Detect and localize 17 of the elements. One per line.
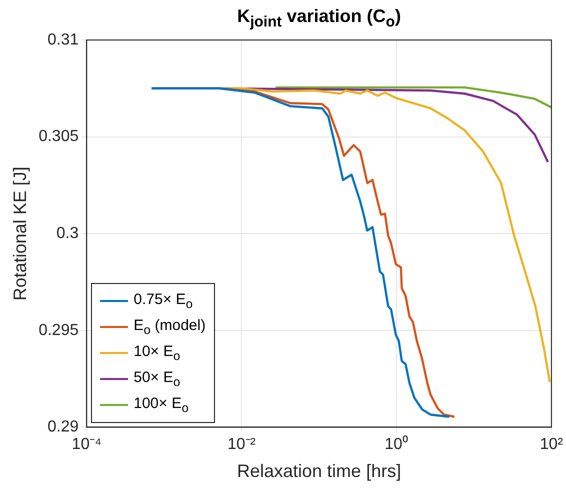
y-tick-label: 0.3	[56, 225, 79, 242]
legend-label: 0.75× E$_{o}$	[134, 291, 193, 312]
legend-label: 50× E$_{o}$	[134, 369, 180, 390]
x-tick-label: 10⁰	[384, 435, 408, 454]
x-axis-title: Relaxation time [hrs]	[237, 461, 402, 482]
chart-title: K$_{joint}$ variation (C$_{o}$)	[236, 6, 402, 31]
x-tick-label: 10⁻⁴	[72, 436, 102, 454]
legend-label: 100× E$_{o}$	[134, 395, 189, 416]
legend-label: E$_{o}$ (model)	[134, 317, 206, 338]
legend-label: 10× E$_{o}$	[134, 343, 180, 364]
y-tick-label: 0.29	[48, 418, 79, 436]
y-tick-label: 0.295	[38, 322, 79, 339]
y-tick-label: 0.305	[38, 128, 79, 146]
y-tick-label: 0.31	[48, 31, 79, 48]
x-tick-label: 10²	[540, 436, 564, 454]
x-tick-label: 10⁻²	[228, 436, 256, 454]
y-axis-title: Rotational KE [J]	[10, 166, 30, 301]
